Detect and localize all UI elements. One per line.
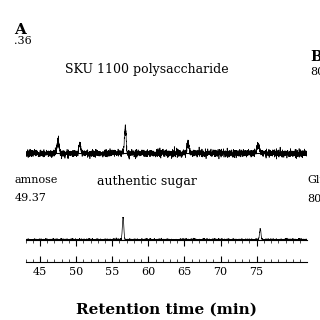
Text: SKU 1100 polysaccharide: SKU 1100 polysaccharide <box>65 62 228 76</box>
Text: Retention time (min): Retention time (min) <box>76 303 257 317</box>
Text: 49.37: 49.37 <box>14 193 46 203</box>
Text: amnose: amnose <box>14 175 58 185</box>
Text: .36: .36 <box>14 36 32 46</box>
Text: 80.63: 80.63 <box>310 67 320 77</box>
Text: A: A <box>14 23 26 37</box>
Text: authentic sugar: authentic sugar <box>97 175 196 188</box>
Text: Glucose: Glucose <box>307 175 320 185</box>
Text: B: B <box>310 50 320 64</box>
Text: 80.71: 80.71 <box>307 194 320 204</box>
